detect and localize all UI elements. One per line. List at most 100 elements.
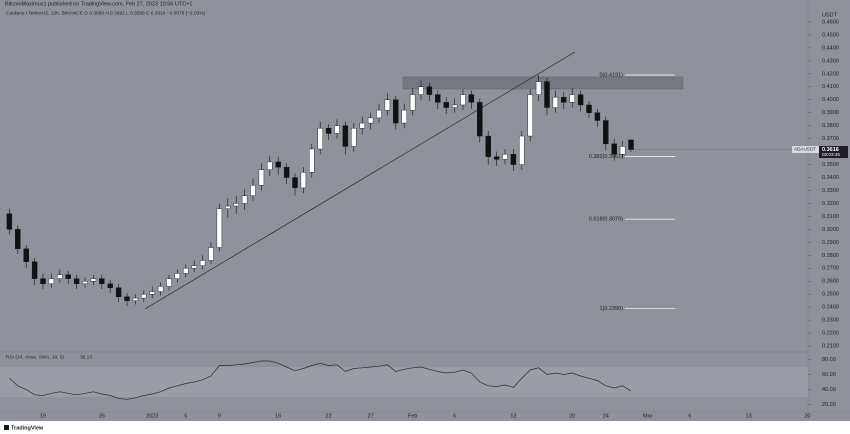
candle-body: [351, 128, 357, 147]
x-tick-label: 19: [40, 413, 46, 419]
candle-body: [376, 109, 382, 119]
candle-body: [359, 122, 365, 129]
y-tick-label: 0.3900: [822, 110, 839, 116]
candle-body: [401, 109, 407, 124]
y-tick-label: 0.2200: [822, 331, 839, 337]
y-tick-label: 0.3200: [822, 201, 839, 207]
x-tick-label: 6: [688, 413, 691, 419]
candle-body: [107, 283, 113, 288]
trendline: [144, 51, 576, 310]
candle-body: [141, 293, 147, 299]
candle-body: [460, 94, 466, 106]
candle-body: [300, 172, 307, 189]
rsi-value: 38.13: [80, 354, 92, 360]
candle-body: [510, 153, 517, 165]
candle-body: [342, 125, 349, 147]
x-tick-label: 24: [603, 413, 609, 419]
symbol-label: ADAUSDT: [794, 147, 816, 152]
candle-body: [367, 117, 374, 124]
candle-body: [82, 281, 88, 285]
rsi-line: [9, 360, 632, 400]
y-tick-label: 0.3400: [822, 175, 839, 181]
x-tick-label: 16: [275, 413, 281, 419]
candle-body: [586, 104, 592, 113]
y-tick-label: 0.3300: [822, 188, 839, 194]
candle-body: [628, 139, 634, 150]
logo-icon: [4, 425, 9, 430]
candle-body: [216, 208, 223, 248]
candle-body: [65, 274, 71, 279]
y-tick-label: 0.2700: [822, 266, 839, 272]
candle-body: [569, 94, 575, 103]
y-tick-label: 0.3000: [822, 227, 839, 233]
fib-label: 0.382(0.3561): [589, 154, 623, 160]
candle-body: [493, 156, 500, 160]
price-tag-label: 0.3616: [822, 147, 839, 153]
resistance-zone: [402, 76, 684, 90]
candle-body: [23, 248, 29, 262]
candle-body: [409, 94, 416, 111]
candle-body: [502, 153, 508, 160]
candle-body: [191, 265, 197, 269]
candle-body: [267, 161, 273, 170]
candle-body: [309, 148, 315, 173]
candle-body: [73, 278, 80, 285]
candle-body: [468, 94, 475, 103]
candle-body: [561, 96, 567, 103]
y-tick-label: 0.3100: [822, 214, 839, 220]
candle-body: [157, 286, 164, 292]
candle-body: [166, 278, 172, 287]
candle-body: [199, 260, 206, 266]
y-tick-label: 0.4500: [822, 32, 839, 38]
candle-body: [90, 278, 97, 282]
candle-body: [99, 278, 105, 285]
rsi-tick-label: 60.00: [822, 372, 836, 378]
candle-body: [552, 96, 559, 108]
candle-body: [15, 229, 21, 250]
x-tick-label: 13: [746, 413, 752, 419]
y-tick-label: 0.2400: [822, 305, 839, 311]
y-tick-label: 0.2500: [822, 292, 839, 298]
y-tick-label: 0.2600: [822, 279, 839, 285]
x-tick-label: 27: [368, 413, 374, 419]
background: [0, 0, 850, 421]
candle-body: [250, 185, 256, 196]
price-tag: [819, 146, 848, 159]
candle-body: [233, 203, 239, 207]
candle-body: [48, 278, 55, 285]
y-tick-label: 0.4200: [822, 71, 839, 77]
candle-body: [174, 273, 181, 279]
rsi-tick-label: 40.00: [822, 387, 836, 393]
rsi-band: [0, 367, 808, 397]
candle-body: [241, 195, 248, 204]
axis-unit: USDT: [822, 12, 838, 18]
y-tick-label: 0.4300: [822, 58, 839, 64]
y-tick-label: 0.2800: [822, 253, 839, 259]
y-tick-label: 0.2100: [822, 343, 839, 349]
candle-body: [31, 261, 38, 279]
x-tick-label: 6: [453, 413, 456, 419]
symbol-tag: [792, 146, 819, 154]
y-tick-label: 0.4400: [822, 45, 839, 51]
candle-body: [6, 213, 13, 230]
candle-body: [535, 81, 542, 95]
candle-body: [435, 94, 441, 103]
candle-body: [384, 99, 391, 111]
candle-body: [149, 291, 155, 295]
candle-body: [611, 143, 617, 155]
footer-logo: [4, 425, 9, 430]
candle-body: [426, 86, 433, 95]
countdown: 02:03:45: [822, 152, 840, 157]
x-tick-label: Feb: [408, 413, 417, 419]
candle-body: [451, 104, 458, 108]
rsi-tick-label: 80.00: [822, 357, 836, 363]
x-tick-label: 5: [184, 413, 187, 419]
candle-body: [317, 128, 323, 150]
rsi-title: RSI (14, close, SMA, 14, 5): [6, 354, 65, 360]
x-tick-label: 20: [804, 413, 810, 419]
y-tick-label: 0.2300: [822, 318, 839, 324]
x-tick-label: Mar: [643, 413, 653, 419]
candle-body: [115, 287, 122, 297]
